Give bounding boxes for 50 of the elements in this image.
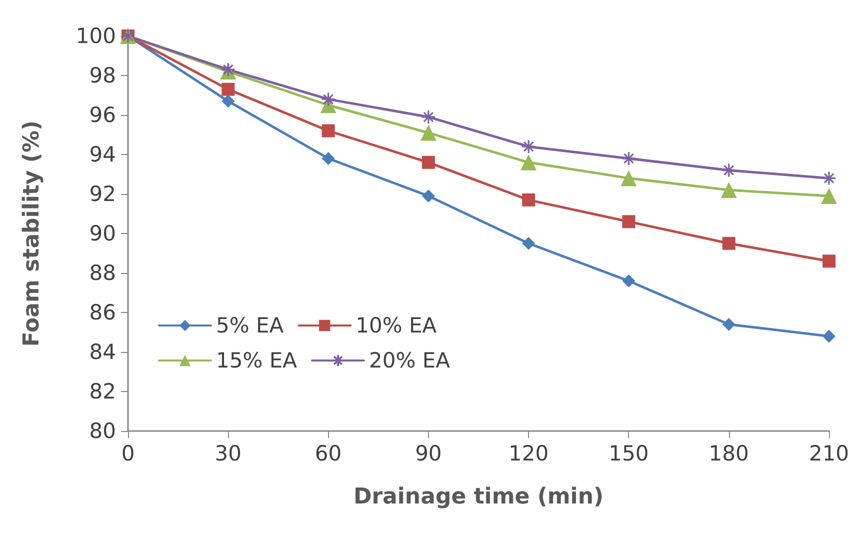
point	[420, 124, 436, 141]
x-axis-title: Drainage time (min)	[353, 484, 604, 510]
point	[620, 170, 637, 186]
x-tick-label: 60	[314, 442, 342, 466]
point	[722, 236, 736, 250]
legend-label: 15% EA	[216, 348, 298, 372]
point	[320, 92, 336, 106]
point	[222, 82, 235, 96]
point	[220, 62, 236, 77]
x-tick-label: 120	[508, 442, 549, 466]
y-tick-label: 84	[89, 340, 116, 364]
y-tick-label: 88	[89, 261, 116, 285]
y-tick-label: 92	[89, 182, 116, 206]
point	[821, 188, 837, 204]
point	[822, 170, 836, 186]
point	[822, 254, 836, 268]
legend-label: 20% EA	[368, 348, 451, 372]
point	[322, 152, 335, 165]
point	[621, 151, 636, 166]
x-tick-label: 180	[708, 442, 749, 466]
x-tick-label: 150	[608, 442, 649, 466]
y-tick-label: 82	[89, 380, 116, 404]
point	[521, 139, 536, 154]
point	[722, 318, 736, 331]
x-tick-label: 90	[415, 442, 442, 466]
point	[522, 236, 536, 250]
y-tick-label: 100	[76, 24, 116, 48]
point	[520, 154, 537, 170]
x-tick-label: 210	[808, 442, 850, 466]
y-tick-label: 90	[89, 222, 116, 246]
point	[622, 274, 636, 288]
y-tick-label: 94	[89, 142, 116, 166]
point	[720, 182, 737, 198]
x-tick-label: 0	[121, 442, 135, 466]
point	[822, 330, 836, 343]
x-tick-label: 30	[214, 442, 242, 466]
y-tick-label: 96	[89, 103, 116, 127]
point	[222, 94, 235, 108]
legend-label: 10% EA	[356, 314, 438, 338]
point	[522, 193, 536, 206]
point	[422, 189, 435, 202]
y-tick-label: 98	[89, 64, 116, 88]
point	[622, 215, 636, 228]
point	[422, 156, 435, 169]
y-tick-label: 86	[89, 300, 116, 324]
point	[322, 124, 335, 138]
point	[421, 110, 436, 124]
y-tick-label: 80	[89, 419, 116, 443]
y-axis-title: Foam stability (%)	[20, 120, 44, 347]
legend-label: 5% EA	[216, 314, 284, 338]
